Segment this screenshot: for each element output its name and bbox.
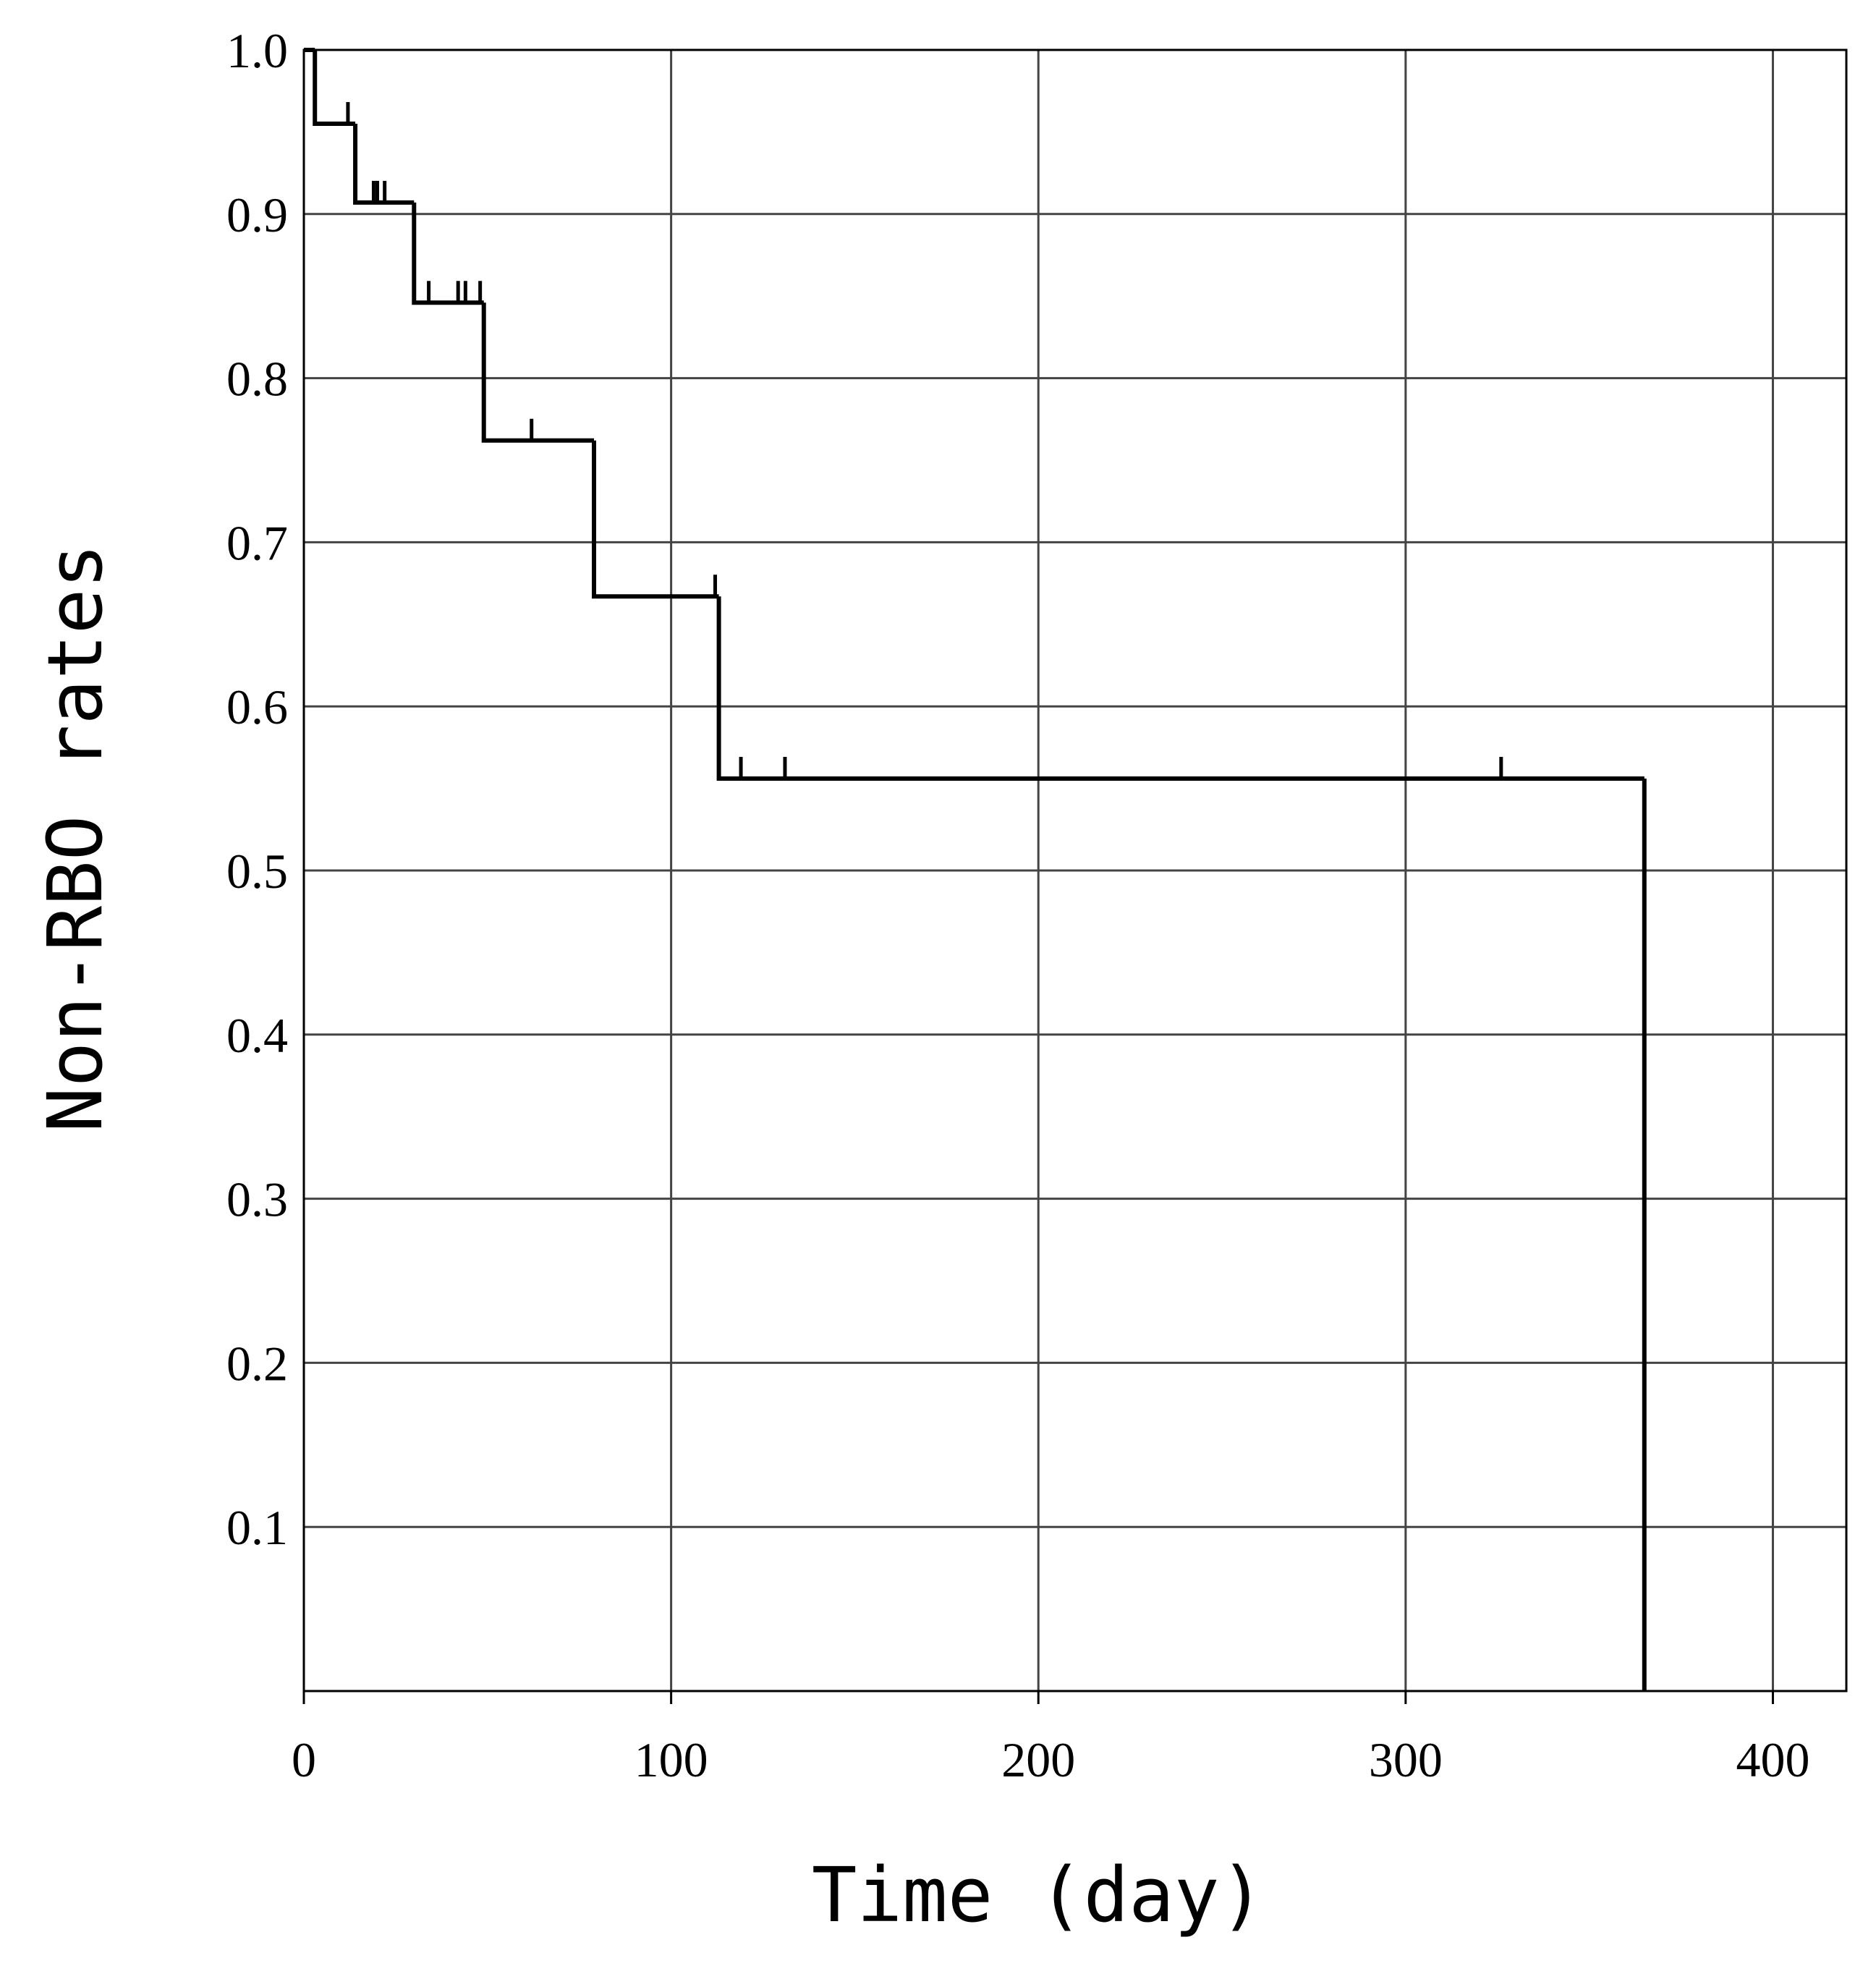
y-tick-label: 0.3 [226, 1172, 288, 1227]
survival-step [353, 124, 415, 205]
y-tick-label: 0.9 [226, 187, 288, 242]
x-tick-label: 300 [1369, 1732, 1443, 1787]
y-axis-title: Non-RBO rates [31, 543, 119, 1132]
y-tick-label: 0.2 [226, 1336, 288, 1391]
y-tick-label: 0.4 [226, 1008, 288, 1063]
y-tick-label: 1.0 [226, 23, 288, 78]
x-tick-label: 100 [634, 1732, 708, 1787]
y-tick-label: 0.8 [226, 352, 288, 407]
x-tick-label: 0 [292, 1732, 316, 1787]
survival-step [313, 50, 356, 127]
survival-step [592, 440, 719, 599]
survival-step [481, 302, 595, 443]
plot-frame [302, 48, 1848, 1692]
survival-step [716, 596, 1644, 781]
y-tick-label: 0.1 [226, 1500, 288, 1555]
survival-step [412, 202, 484, 305]
x-tick-label: 200 [1001, 1732, 1075, 1787]
y-tick-label: 0.6 [226, 679, 288, 734]
y-tick-label: 0.7 [226, 515, 288, 570]
x-tick-label: 400 [1736, 1732, 1809, 1787]
y-tick-label: 0.5 [226, 844, 288, 899]
x-axis-title: Time (day) [812, 1851, 1265, 1939]
